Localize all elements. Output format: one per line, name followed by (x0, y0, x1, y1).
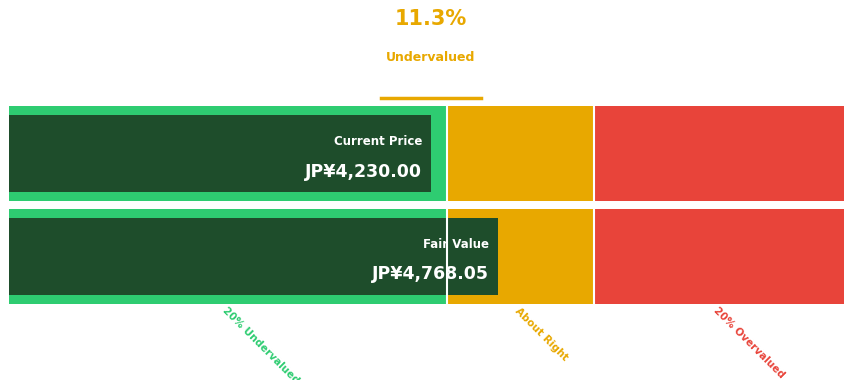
Bar (446, 209, 593, 304)
Bar (9, 218, 497, 295)
Bar (593, 106, 843, 201)
Bar (446, 106, 593, 201)
Text: About Right: About Right (513, 306, 569, 362)
Bar (593, 209, 843, 304)
Text: Current Price: Current Price (333, 135, 422, 149)
Bar (9, 106, 446, 201)
Text: 20% Undervalued: 20% Undervalued (221, 306, 301, 380)
Text: 20% Overvalued: 20% Overvalued (711, 306, 786, 380)
Text: JP¥4,230.00: JP¥4,230.00 (305, 163, 422, 180)
Text: Fair Value: Fair Value (423, 238, 489, 251)
Text: 11.3%: 11.3% (394, 8, 466, 28)
Text: Undervalued: Undervalued (386, 51, 475, 64)
Text: JP¥4,768.05: JP¥4,768.05 (371, 265, 489, 283)
Bar (9, 209, 446, 304)
Bar (9, 115, 430, 192)
